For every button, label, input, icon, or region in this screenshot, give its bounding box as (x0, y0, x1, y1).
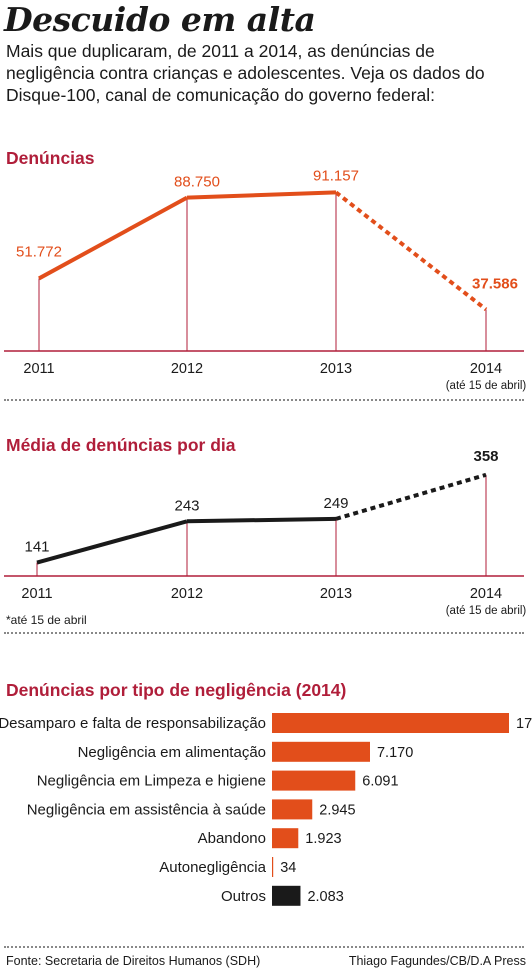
chart2-title: Média de denúncias por dia (6, 435, 236, 455)
data-label: 88.750 (174, 174, 220, 191)
category-label: Negligência em assistência à saúde (27, 801, 266, 818)
series-segment (38, 195, 188, 281)
value-label: 7.170 (377, 745, 413, 761)
data-label: 51.772 (16, 243, 62, 260)
tick-label: 2013 (320, 361, 352, 377)
tick-note: (até 15 de abril) (446, 605, 527, 617)
tick-label: 2013 (320, 586, 352, 602)
value-label: 2.945 (319, 802, 355, 818)
category-label: Autonegligência (159, 859, 266, 876)
series-segment (186, 516, 337, 524)
tick-label: 2012 (171, 586, 203, 602)
neglect-type-bar-chart: Desamparo e falta de responsabilização 17… (0, 713, 532, 906)
bar (272, 741, 370, 762)
separator (4, 399, 524, 401)
chart3-title: Denúncias por tipo de negligência (2014) (6, 680, 347, 700)
category-label: Abandono (198, 830, 266, 847)
value-label: 1.923 (305, 831, 341, 847)
data-label: 141 (24, 539, 49, 556)
data-label: 358 (473, 448, 498, 465)
tick-label: 2011 (23, 361, 54, 377)
value-label: 6.091 (362, 774, 398, 790)
complaints-line-chart: 51.772 88.750 91.157 37.586 2011 2012 2013 2014… (4, 167, 527, 392)
footnote: *até 15 de abril (6, 613, 87, 627)
series-segment (36, 519, 188, 565)
value-label: 17.340 (516, 716, 532, 732)
bar (272, 857, 274, 877)
category-label: Negligência em alimentação (78, 744, 266, 761)
tick-label: 2014 (470, 586, 502, 602)
category-label: Negligência em Limpeza e higiene (37, 773, 266, 790)
data-label: 91.157 (313, 167, 359, 184)
series-segment-dashed (334, 190, 488, 312)
credit-note: Thiago Fagundes/CB/D.A Press (348, 954, 526, 968)
page-title: Descuido em alta (4, 0, 316, 39)
separator (4, 632, 524, 634)
category-label: Desamparo e falta de responsabilização (0, 715, 266, 732)
tick-note: (até 15 de abril) (446, 380, 527, 392)
tick-label: 2014 (470, 361, 502, 377)
value-label: 2.083 (307, 889, 343, 905)
series-segment (186, 190, 337, 200)
category-label: Outros (221, 888, 266, 905)
tick-label: 2011 (21, 586, 52, 602)
data-label: 37.586 (472, 275, 518, 292)
series-segment-dashed (335, 472, 487, 521)
tick-label: 2012 (171, 361, 203, 377)
value-label: 34 (280, 860, 296, 876)
data-label: 243 (174, 497, 199, 514)
bar (272, 885, 301, 906)
data-label: 249 (323, 495, 348, 512)
bar (272, 770, 356, 791)
intro-text: Mais que duplicaram, de 2011 a 2014, as … (6, 41, 485, 105)
bar (272, 799, 313, 820)
bar (272, 713, 509, 733)
separator (4, 946, 524, 948)
source-note: Fonte: Secretaria de Direitos Humanos (S… (6, 954, 261, 968)
chart1-title: Denúncias (6, 148, 95, 168)
daily-average-line-chart: 141 243 249 358 2011 2012 2013 2014 (até 15 de a… (4, 448, 527, 617)
bar (272, 828, 299, 849)
